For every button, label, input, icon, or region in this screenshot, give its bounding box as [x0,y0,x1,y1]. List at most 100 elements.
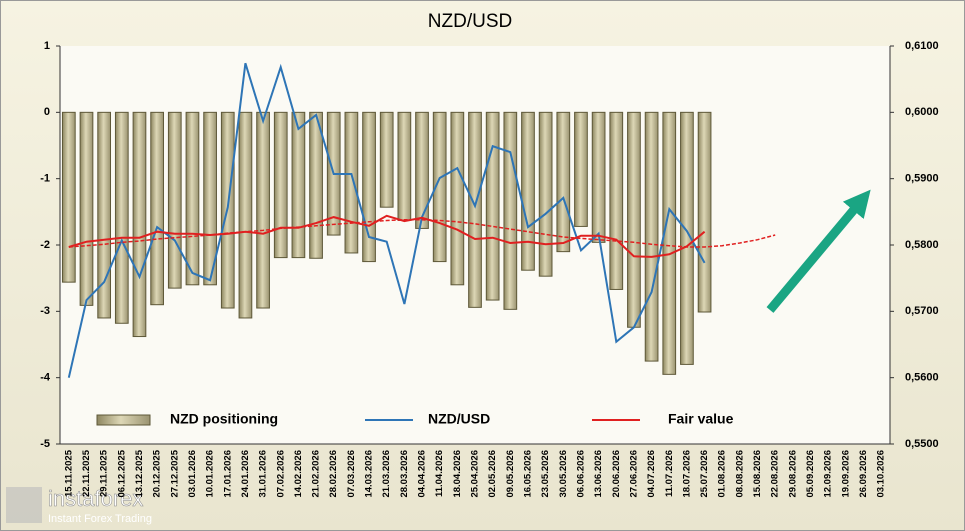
x-tick-label: 16.05.2026 [522,450,533,498]
y-tick-label: -4 [40,372,51,384]
x-tick-label: 29.08.2026 [787,450,798,498]
x-tick-label: 27.12.2025 [169,449,180,497]
x-tick-label: 21.03.2026 [381,450,392,498]
bar [379,111,394,208]
legend-swatch [96,414,151,426]
x-tick-label: 18.04.2026 [452,450,463,498]
bar [132,111,147,338]
x-tick-label: 19.09.2026 [840,450,851,498]
x-tick-label: 06.12.2025 [116,449,127,497]
bar [521,111,535,271]
bar [150,111,164,306]
x-tick-label: 14.03.2026 [364,450,375,498]
x-tick-label: 13.12.2025 [134,449,145,497]
bar [273,111,288,259]
y-tick-label: 0 [44,106,50,118]
x-tick-label: 05.09.2026 [805,450,816,498]
bar [556,111,571,253]
bar [591,111,606,243]
bar [485,111,500,301]
chart-title: NZD/USD [428,11,512,32]
x-tick-label: 22.08.2026 [770,450,781,498]
x-tick-label: 07.03.2026 [346,450,357,498]
x-tick-label: 02.05.2026 [487,450,498,498]
x-tick-label: 12.09.2026 [823,450,834,498]
bar [503,111,518,310]
y-tick-label: -2 [40,239,50,251]
bar [167,111,182,289]
logo-tagline: Instant Forex Trading [48,513,152,525]
bar [185,111,200,286]
bar [238,111,253,319]
x-tick-label: 04.07.2026 [646,450,657,498]
x-tick-label: 30.05.2026 [558,450,569,498]
x-tick-label: 07.02.2026 [275,450,286,498]
x-tick-label: 26.09.2026 [858,450,869,498]
legend-label: NZD/USD [428,411,490,427]
y-tick-label: -5 [40,438,50,450]
y2-tick-label: 0,5900 [905,173,939,185]
y2-tick-label: 0,5600 [905,372,939,384]
x-tick-label: 10.01.2026 [205,450,216,498]
bar [97,111,112,319]
x-tick-label: 21.02.2026 [311,450,322,498]
bar [680,111,694,365]
bar [79,111,94,306]
bar [450,111,465,286]
bar [644,111,659,362]
y2-tick-label: 0,6000 [905,106,939,118]
legend-label: Fair value [668,411,734,427]
x-tick-label: 01.08.2026 [717,450,728,498]
line [68,214,706,258]
x-tick-label: 17.01.2026 [222,450,233,498]
x-tick-label: 03.01.2026 [187,450,198,498]
logo: instaforex Instant Forex Trading [6,486,152,525]
bar [309,111,323,259]
y-tick-label: 1 [44,40,50,52]
x-tick-label: 03.10.2026 [876,450,887,498]
y2-tick-label: 0,5800 [905,239,939,251]
bar [468,111,482,308]
bar [662,111,677,375]
bar [291,111,306,259]
bar [574,111,588,227]
x-tick-label: 11.07.2026 [664,450,675,497]
x-tick-label: 29.11.2025 [99,449,110,497]
x-tick-label: 13.06.2026 [593,450,604,498]
trend-arrow [766,189,871,313]
bar [627,111,641,328]
x-tick-label: 18.07.2026 [681,450,692,498]
x-tick-label: 04.04.2026 [417,450,428,498]
bar [203,111,217,286]
legend-label: NZD positioning [170,411,278,427]
y2-tick-label: 0,6100 [905,40,939,52]
x-tick-label: 28.02.2026 [328,450,339,498]
bar [61,111,76,283]
x-tick-label: 24.01.2026 [240,450,251,498]
x-tick-label: 08.08.2026 [734,450,745,498]
x-tick-label: 23.05.2026 [540,450,551,498]
x-tick-label: 20.12.2025 [152,449,163,497]
line [67,62,706,378]
bar [344,111,359,254]
x-tick-label: 27.06.2026 [628,450,639,498]
x-tick-label: 31.01.2026 [258,450,269,498]
y2-tick-label: 0,5500 [905,438,939,450]
bar [697,111,712,313]
x-tick-label: 25.04.2026 [470,450,481,498]
bar [609,111,624,290]
bar [538,111,553,277]
trend-line [68,219,776,248]
x-tick-label: 15.08.2026 [752,450,763,498]
bar [415,111,429,229]
x-tick-label: 14.02.2026 [293,450,304,498]
y-tick-label: -3 [40,305,50,317]
logo-icon [6,487,42,523]
x-tick-label: 22.11.2025 [81,449,92,497]
x-tick-label: 15.11.2025 [63,449,74,497]
y2-tick-label: 0,5700 [905,305,939,317]
bar [256,111,270,309]
bar [114,111,129,324]
logo-brand: instaforex [48,486,143,511]
